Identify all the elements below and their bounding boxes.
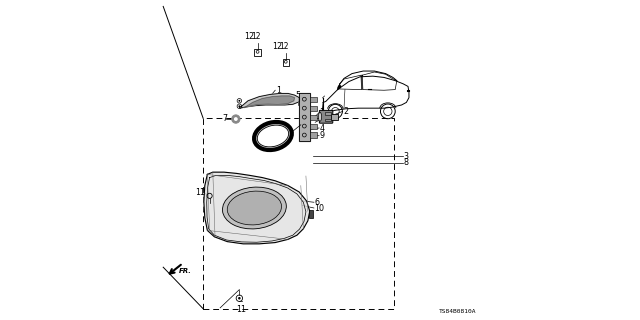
Circle shape: [238, 100, 241, 102]
Circle shape: [238, 297, 241, 300]
Text: 12: 12: [252, 32, 260, 41]
Text: 12: 12: [273, 42, 283, 51]
Text: 5: 5: [296, 91, 301, 100]
Bar: [332, 114, 339, 120]
Text: 11: 11: [195, 188, 205, 197]
Bar: [325, 119, 331, 121]
Text: 3: 3: [403, 152, 408, 161]
Text: 2: 2: [343, 107, 348, 116]
Text: FR.: FR.: [179, 268, 191, 274]
FancyBboxPatch shape: [319, 110, 333, 123]
Text: 7: 7: [223, 114, 228, 123]
Text: TS84B0810A: TS84B0810A: [439, 309, 477, 314]
Polygon shape: [300, 93, 310, 141]
Polygon shape: [239, 93, 300, 108]
Ellipse shape: [227, 191, 282, 225]
Polygon shape: [244, 96, 294, 108]
Ellipse shape: [254, 122, 292, 150]
Text: 11: 11: [237, 305, 246, 314]
Circle shape: [232, 115, 240, 123]
Text: 12: 12: [280, 42, 289, 51]
Bar: [310, 124, 317, 129]
Text: 10: 10: [315, 204, 324, 213]
Text: 6: 6: [315, 198, 319, 207]
Circle shape: [234, 117, 238, 121]
Polygon shape: [204, 172, 310, 244]
Text: 12: 12: [244, 32, 254, 41]
Text: 8: 8: [403, 158, 408, 167]
Bar: [309, 210, 312, 218]
Text: 9: 9: [319, 131, 324, 140]
Ellipse shape: [319, 112, 322, 121]
Text: 1: 1: [319, 116, 324, 125]
Bar: [283, 59, 289, 66]
Bar: [204, 118, 394, 309]
Bar: [310, 106, 317, 111]
Bar: [310, 132, 317, 138]
Text: 1: 1: [319, 108, 324, 117]
Text: 1: 1: [276, 86, 281, 95]
Bar: [310, 97, 317, 102]
Text: 4: 4: [319, 124, 324, 132]
Bar: [325, 112, 331, 115]
Bar: [254, 49, 261, 56]
Circle shape: [238, 105, 241, 107]
Bar: [310, 115, 317, 120]
Polygon shape: [338, 86, 340, 88]
Ellipse shape: [223, 187, 286, 229]
Ellipse shape: [257, 125, 289, 147]
